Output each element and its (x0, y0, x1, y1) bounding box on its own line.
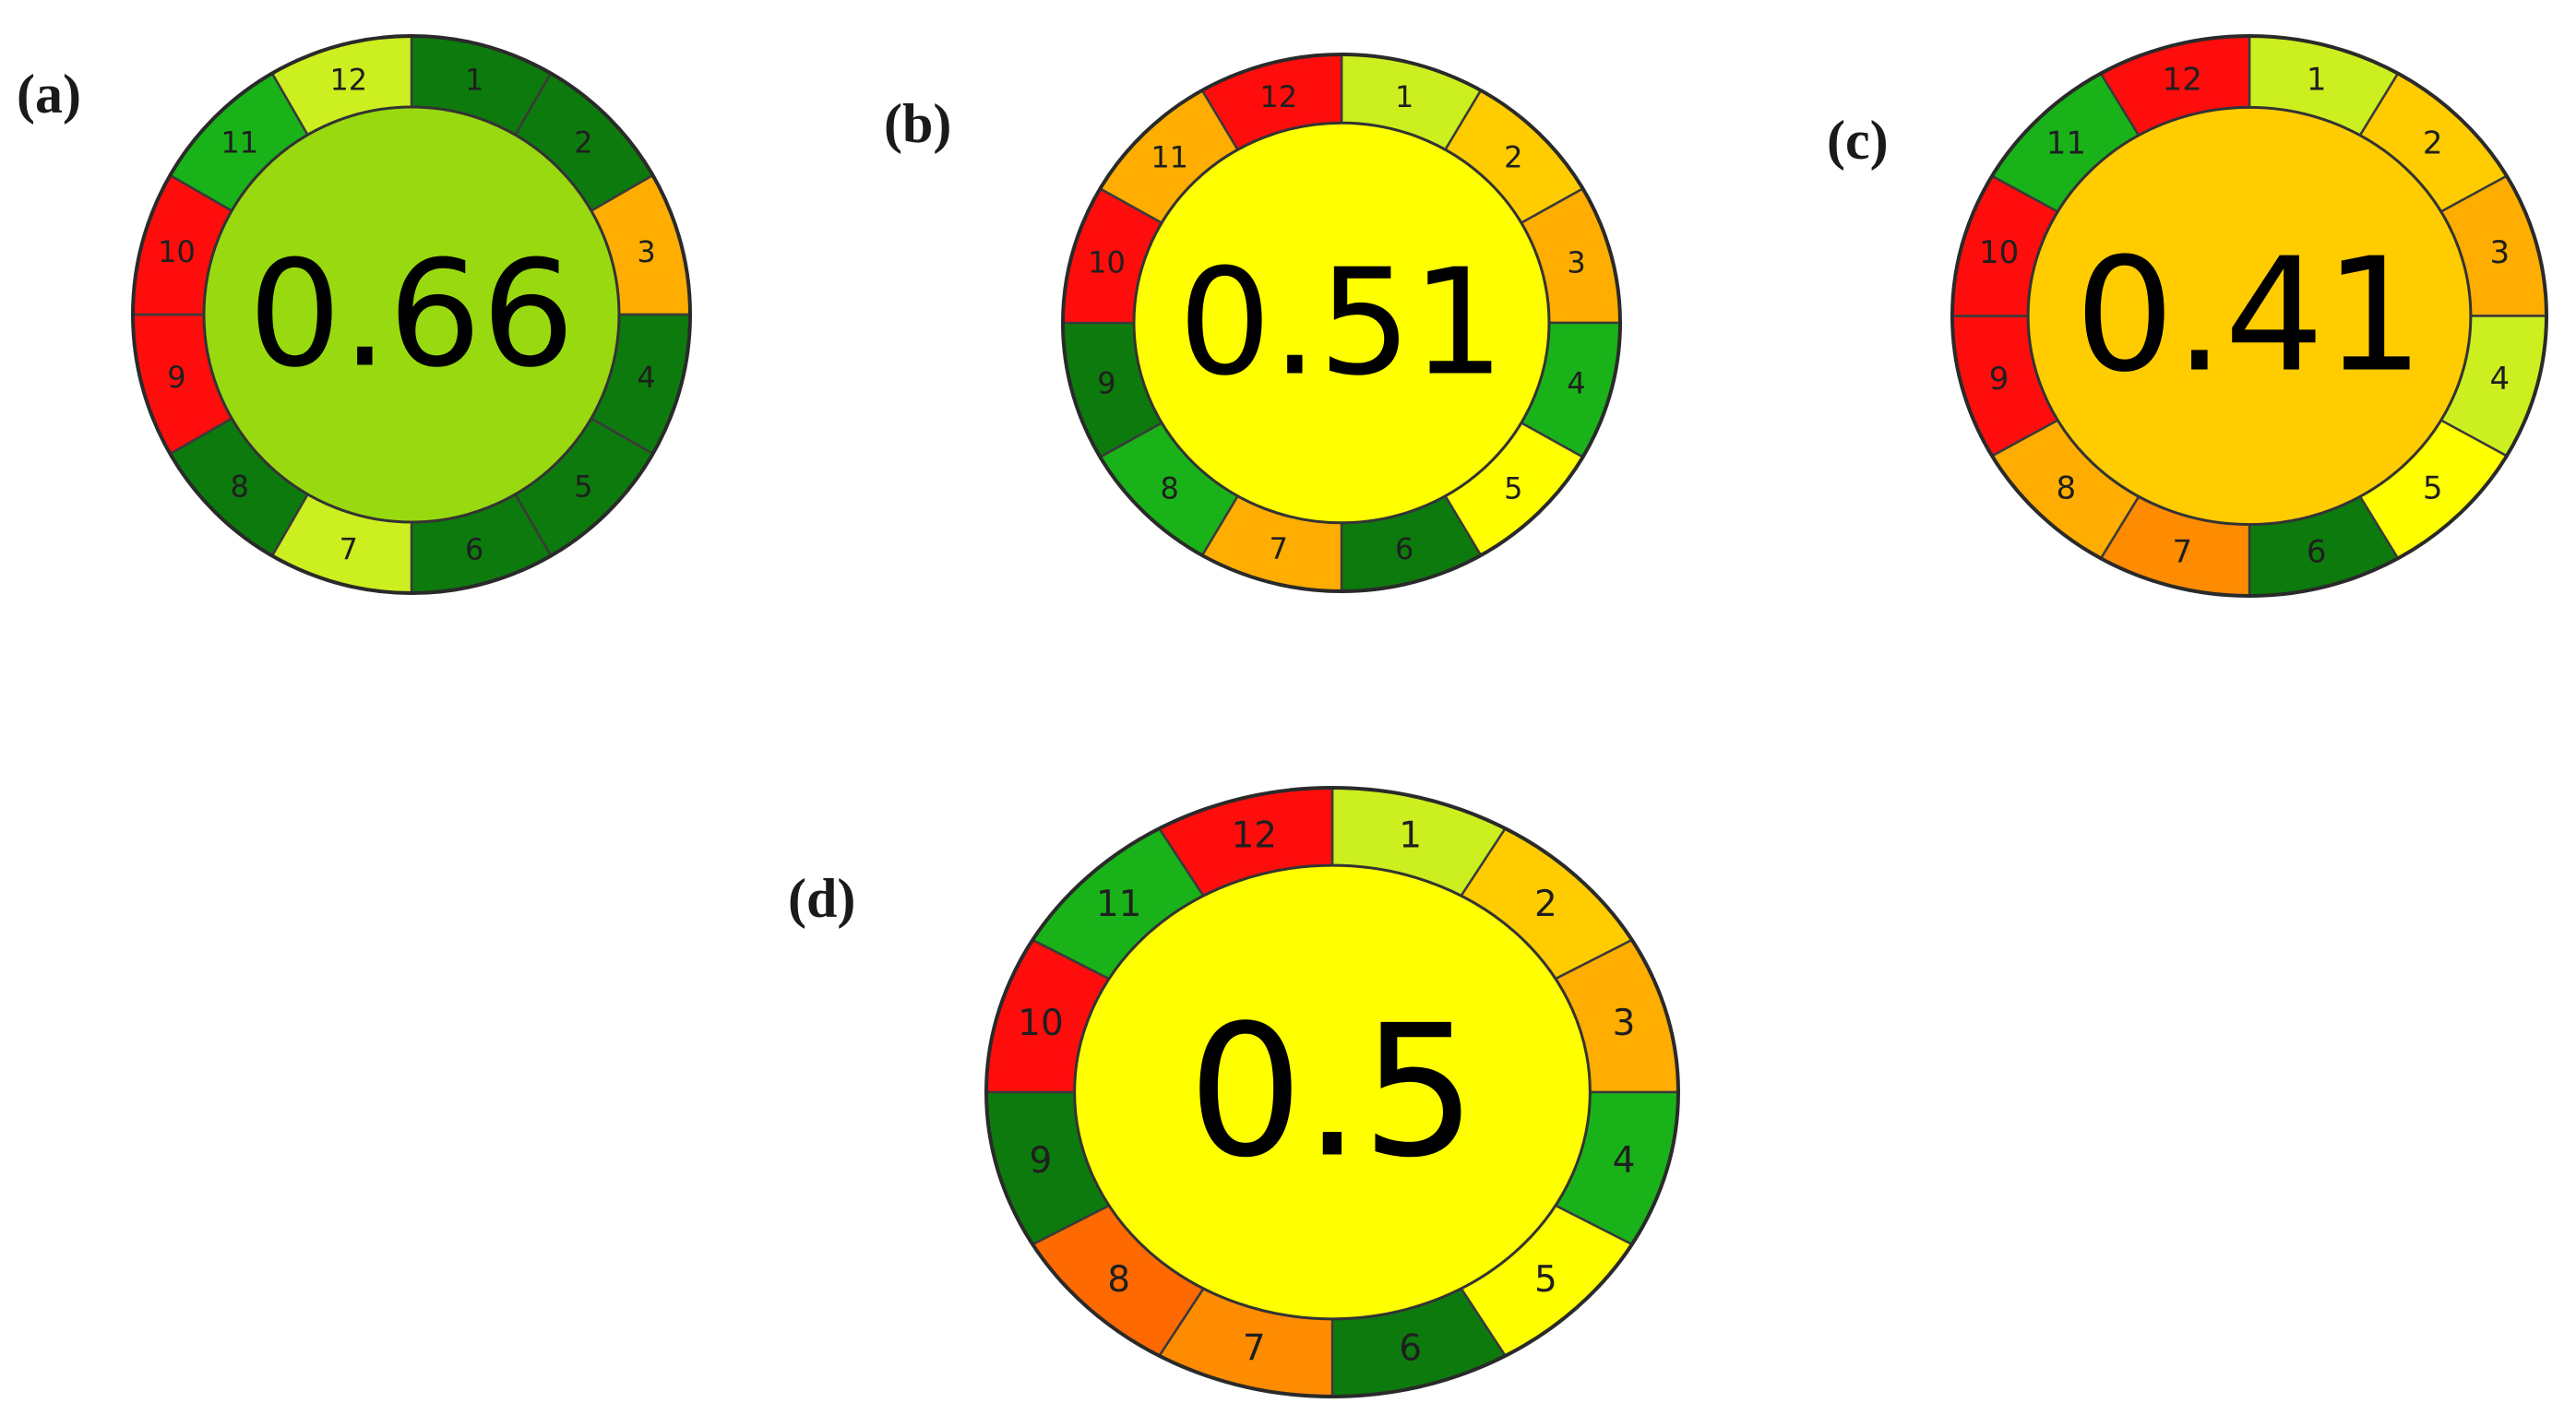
panel-label-b: (b) (884, 93, 952, 154)
criterion-number-7: 7 (1270, 531, 1288, 566)
criterion-number-2: 2 (1504, 139, 1522, 174)
criterion-number-10: 10 (1088, 244, 1126, 279)
criterion-number-3: 3 (637, 234, 655, 269)
criterion-number-4: 4 (637, 360, 655, 395)
criterion-number-5: 5 (2423, 470, 2443, 507)
criterion-number-10: 10 (1979, 234, 2019, 271)
panel-label-d: (d) (788, 868, 856, 929)
wheel-outline (1061, 53, 1622, 593)
criterion-number-1: 1 (1399, 815, 1422, 856)
criterion-number-4: 4 (1613, 1140, 1636, 1182)
criterion-number-11: 11 (2046, 125, 2086, 161)
overall-score: 0.41 (2075, 225, 2425, 408)
score-disc (202, 105, 621, 524)
criterion-number-10: 10 (158, 234, 196, 269)
criterion-number-12: 12 (1231, 815, 1277, 856)
criterion-number-1: 1 (465, 62, 483, 97)
criterion-number-9: 9 (167, 360, 185, 395)
criterion-number-11: 11 (221, 125, 258, 161)
wheel-outline (131, 34, 692, 595)
overall-score: 0.51 (1178, 238, 1505, 409)
criterion-number-10: 10 (1018, 1003, 1064, 1044)
criterion-number-3: 3 (1613, 1003, 1636, 1044)
criterion-number-5: 5 (1504, 471, 1522, 506)
criterion-number-4: 4 (1567, 366, 1585, 401)
score-disc (1132, 121, 1551, 525)
wheel-outline (984, 786, 1680, 1398)
criterion-number-6: 6 (2307, 533, 2327, 570)
criterion-number-12: 12 (1259, 79, 1297, 114)
overall-score: 0.66 (248, 230, 575, 400)
panel-label-c: (c) (1827, 110, 1889, 171)
criterion-number-6: 6 (1395, 531, 1413, 566)
criterion-number-5: 5 (574, 469, 592, 504)
criterion-number-8: 8 (1161, 471, 1179, 506)
criterion-number-11: 11 (1151, 139, 1188, 174)
criterion-number-1: 1 (2307, 62, 2327, 99)
criterion-number-3: 3 (2490, 234, 2510, 271)
criterion-number-12: 12 (2163, 62, 2202, 99)
criterion-number-7: 7 (340, 532, 358, 567)
score-disc (2026, 105, 2473, 527)
criterion-number-5: 5 (1534, 1259, 1557, 1301)
criterion-number-8: 8 (231, 469, 249, 504)
criterion-number-2: 2 (1534, 884, 1557, 925)
criterion-number-9: 9 (1097, 366, 1115, 401)
panel-label-a: (a) (17, 64, 81, 125)
criterion-number-11: 11 (1096, 884, 1142, 925)
criterion-number-9: 9 (1989, 361, 2010, 398)
criterion-number-2: 2 (574, 125, 592, 161)
criterion-number-1: 1 (1395, 79, 1413, 114)
criterion-number-6: 6 (465, 532, 483, 567)
criterion-number-8: 8 (2057, 470, 2077, 507)
criterion-number-2: 2 (2423, 125, 2443, 161)
wheel-outline (1950, 34, 2548, 598)
criterion-number-7: 7 (1243, 1328, 1266, 1370)
criterion-number-9: 9 (1030, 1140, 1053, 1182)
overall-score: 0.5 (1187, 987, 1476, 1198)
criterion-number-8: 8 (1107, 1259, 1130, 1301)
score-disc (1073, 863, 1592, 1321)
criterion-number-6: 6 (1399, 1328, 1422, 1370)
criterion-number-4: 4 (2490, 361, 2510, 398)
criterion-number-12: 12 (329, 62, 367, 97)
criterion-number-7: 7 (2172, 533, 2192, 570)
criterion-number-3: 3 (1567, 244, 1585, 279)
